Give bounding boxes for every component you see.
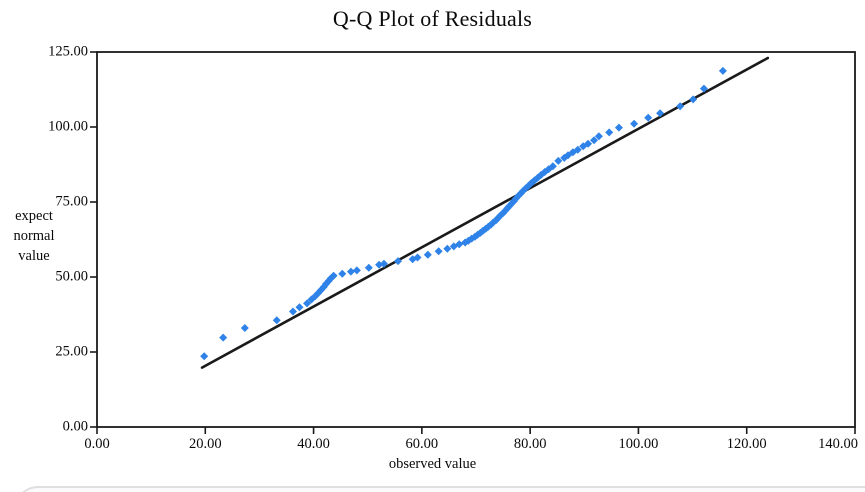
chart-title: Q-Q Plot of Residuals (332, 6, 533, 31)
data-point (346, 267, 355, 276)
data-point (554, 156, 563, 165)
data-point (676, 102, 685, 111)
axis-tick-marks (90, 51, 856, 434)
data-point (590, 136, 599, 145)
data-point (718, 66, 727, 75)
y-axis-title-line: normal (13, 228, 55, 244)
data-point (573, 145, 582, 154)
data-point (303, 299, 312, 308)
normal-fit-line (200, 56, 770, 369)
data-point (364, 263, 373, 272)
data-point (352, 266, 361, 275)
y-axis-title-line: value (18, 248, 50, 264)
data-point (594, 132, 603, 141)
x-tick-label: 60.00 (405, 436, 439, 452)
data-point (689, 95, 698, 104)
data-point (605, 128, 614, 137)
data-point (507, 199, 516, 208)
data-point (338, 269, 347, 278)
data-point (548, 162, 557, 171)
data-point (288, 307, 297, 316)
x-tick-label: 80.00 (513, 436, 547, 452)
y-tick-label: 75.00 (55, 193, 88, 210)
x-tick-label: 100.00 (618, 436, 659, 452)
data-point (219, 333, 228, 342)
data-point (394, 257, 403, 266)
data-point (200, 352, 209, 361)
y-axis-title: expect normal value (6, 206, 62, 266)
scatter-points (200, 66, 727, 361)
y-tick-label: 125.00 (48, 43, 88, 60)
data-point (408, 255, 417, 264)
data-point (699, 84, 708, 93)
data-point (413, 253, 422, 262)
x-tick-label: 120.00 (726, 436, 767, 452)
normal-fit-line (200, 56, 770, 369)
data-point (630, 119, 639, 128)
y-tick-label: 0.00 (62, 418, 88, 435)
data-point (434, 247, 443, 256)
y-tick-label: 50.00 (55, 268, 88, 285)
data-point (423, 250, 432, 259)
data-point (329, 271, 338, 280)
data-point (455, 240, 464, 249)
data-point (272, 316, 281, 325)
x-axis-title: observed value (388, 456, 477, 472)
data-point (656, 109, 665, 118)
plot-border (96, 51, 856, 428)
data-point (644, 113, 653, 122)
data-point (584, 139, 593, 148)
data-point (614, 123, 623, 132)
y-axis-title-line: expect (15, 208, 53, 224)
next-card-top-edge (14, 486, 865, 492)
x-tick-label: 140.00 (818, 436, 858, 452)
data-point (443, 244, 452, 253)
x-tick-label: 40.00 (297, 436, 330, 452)
x-tick-label: 20.00 (188, 436, 222, 452)
x-tick-label: 0.00 (84, 436, 110, 452)
y-tick-label: 25.00 (55, 343, 88, 360)
data-point (379, 259, 388, 268)
data-point (295, 303, 304, 312)
plot-frame (96, 51, 856, 428)
y-tick-label: 100.00 (48, 118, 88, 135)
data-point (240, 324, 249, 332)
